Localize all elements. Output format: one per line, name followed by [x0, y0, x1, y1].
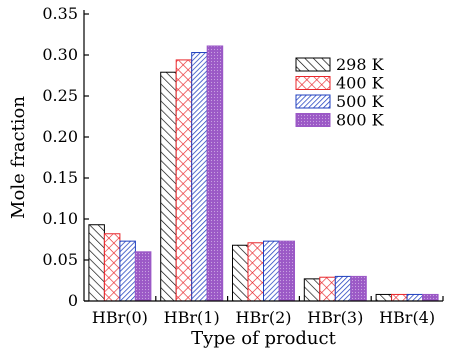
y-tick-label: 0.20 — [42, 127, 78, 146]
y-tick-label: 0.35 — [42, 4, 78, 23]
bar — [406, 293, 424, 302]
bar — [206, 45, 224, 302]
y-tick-label: 0.10 — [42, 209, 78, 228]
bar — [191, 52, 208, 302]
bar — [160, 71, 177, 302]
x-axis-title: Type of product — [191, 328, 336, 349]
x-tick-label: HBr(3) — [307, 308, 363, 327]
bar — [303, 278, 321, 302]
bar — [103, 233, 121, 302]
bars — [88, 45, 439, 302]
y-tick-label: 0.15 — [42, 168, 78, 187]
bar — [247, 242, 264, 302]
legend-label: 298 K — [336, 55, 385, 74]
bar — [350, 275, 367, 302]
bar — [422, 293, 439, 302]
x-tick-label: HBr(2) — [235, 308, 291, 327]
bar — [263, 240, 280, 302]
y-tick-label: 0.05 — [42, 250, 78, 269]
x-tick-label: HBr(4) — [379, 308, 435, 327]
bar — [391, 293, 408, 302]
bar — [375, 293, 393, 302]
legend-label: 500 K — [336, 92, 385, 111]
y-ticks: 0 0.05 0.10 0.15 0.20 0.25 0.30 0.35 — [42, 4, 89, 310]
legend-swatch — [295, 94, 331, 109]
bar — [232, 244, 249, 302]
x-tick-label: HBr(1) — [164, 308, 220, 327]
bar — [334, 275, 352, 302]
x-ticks: HBr(0) HBr(1) HBr(2) HBr(3) HBr(4) — [92, 296, 444, 327]
legend-swatch — [295, 113, 331, 127]
y-tick-label: 0 — [68, 291, 78, 310]
bar — [175, 59, 193, 302]
axes — [83, 10, 443, 302]
legend-swatch — [295, 57, 331, 72]
legend-label: 800 K — [336, 111, 385, 130]
bar — [134, 251, 152, 302]
y-tick-label: 0.30 — [42, 45, 78, 64]
bar — [88, 224, 105, 302]
y-axis-title: Mole fraction — [8, 96, 29, 219]
bar — [319, 276, 336, 302]
bar — [119, 240, 136, 302]
bar — [278, 240, 295, 302]
legend-swatch — [295, 76, 331, 90]
y-tick-label: 0.25 — [42, 86, 78, 105]
legend-label: 400 K — [336, 74, 385, 93]
x-tick-label: HBr(0) — [92, 308, 148, 327]
